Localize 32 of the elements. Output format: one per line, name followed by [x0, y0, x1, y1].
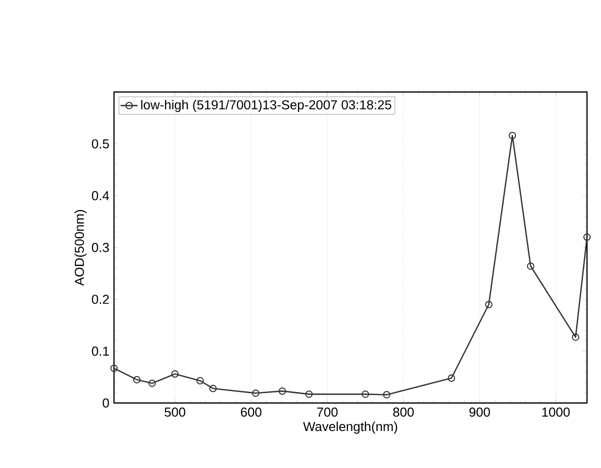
point: [382, 391, 390, 398]
legend-label: low-high (5191/7001)13-Sep-2007 03:18:25: [141, 100, 392, 112]
point: [485, 300, 492, 308]
y-tick-label: 0.3: [92, 242, 109, 252]
x-tick-label: 500: [164, 408, 186, 417]
y-tick-label: 0.2: [92, 294, 109, 304]
point: [583, 233, 591, 241]
point: [305, 390, 313, 398]
x-tick-label: 900: [469, 408, 490, 417]
point: [196, 377, 204, 384]
x-tick-label: 600: [240, 408, 262, 417]
point: [448, 374, 456, 382]
point: [133, 376, 141, 384]
y-tick-label: 0.1: [92, 346, 109, 356]
y-axis-title: AOD(500nm): [74, 210, 87, 286]
x-tick-label: 1000: [542, 408, 570, 417]
x-axis-title: Wavelength(nm): [303, 422, 398, 434]
x-tick-label: 800: [393, 408, 414, 417]
y-tick-label: 0: [102, 398, 109, 408]
point: [278, 387, 286, 395]
point: [508, 132, 516, 140]
y-tick-label: 0.4: [92, 191, 110, 200]
point: [148, 380, 156, 388]
x-tick-label: 700: [317, 408, 338, 417]
point: [171, 370, 179, 378]
point: [110, 364, 118, 372]
point: [252, 389, 260, 397]
y-tick-label: 0.5: [92, 139, 109, 148]
point: [209, 384, 217, 392]
point: [526, 262, 534, 270]
point: [572, 333, 580, 341]
point: [362, 390, 370, 398]
